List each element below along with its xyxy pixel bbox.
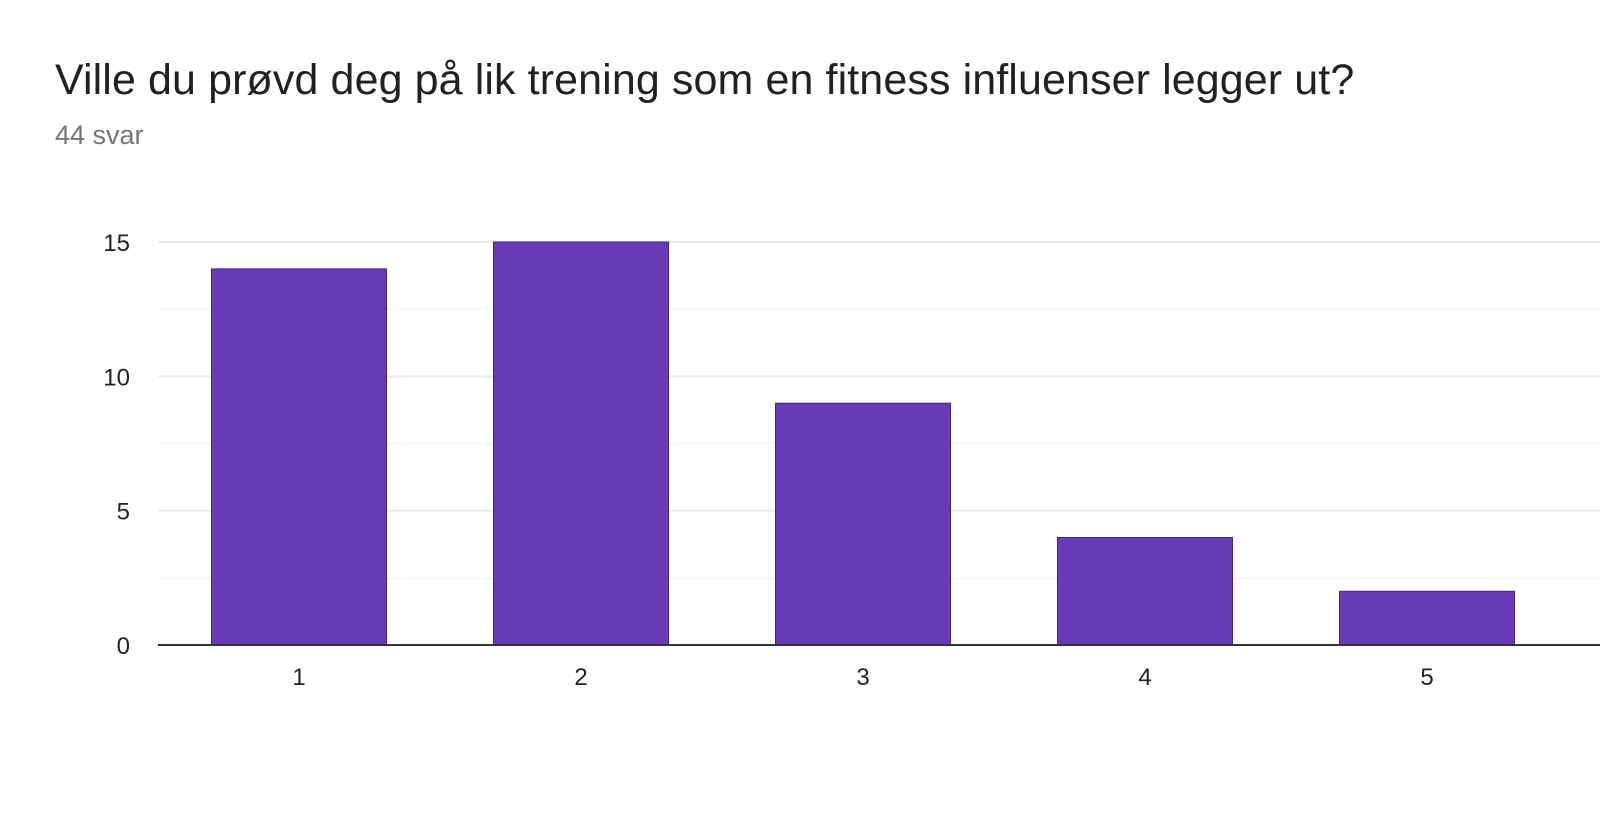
x-tick-label: 4 [1138,664,1151,691]
bar-3 [775,402,951,646]
y-tick-label: 0 [117,633,130,660]
x-tick-label: 5 [1420,664,1433,691]
x-tick-label: 1 [292,664,305,691]
bar-5 [1339,590,1515,646]
y-tick-label: 15 [103,230,130,257]
response-count: 44 svar [55,120,144,150]
y-tick-label: 5 [117,499,130,526]
bar-1 [211,268,387,646]
bar-4 [1057,537,1233,646]
bars [211,241,1515,646]
y-tick-label: 10 [103,364,130,391]
axes: 0 5 10 15 1 2 3 4 5 [103,230,1600,691]
x-tick-label: 3 [856,664,869,691]
chart-title: Ville du prøvd deg på lik trening som en… [55,56,1355,104]
bar-2 [493,241,669,646]
x-tick-label: 2 [574,664,587,691]
